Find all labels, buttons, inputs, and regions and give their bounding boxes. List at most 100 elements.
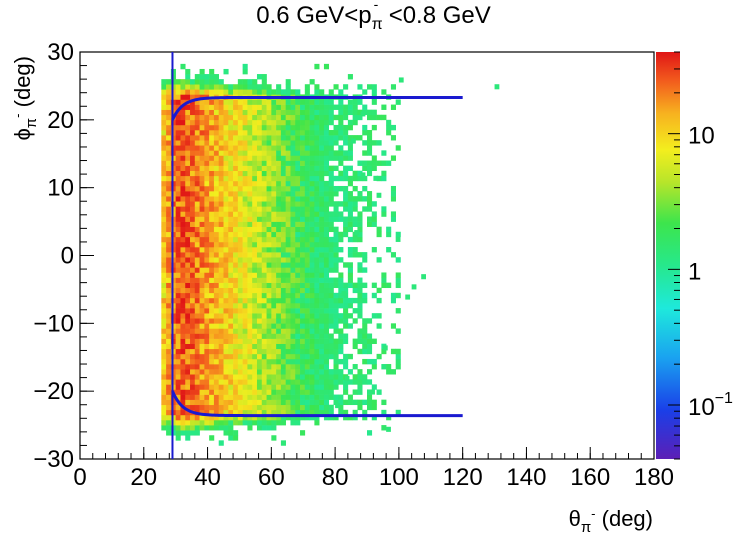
heatmap-bin <box>304 236 310 243</box>
heatmap-bin <box>295 135 301 141</box>
heatmap-bin <box>357 267 363 273</box>
heatmap-bin <box>390 185 396 192</box>
heatmap-bin <box>213 425 220 431</box>
heatmap-bin <box>290 252 296 258</box>
heatmap-bin <box>309 119 315 126</box>
heatmap-bin <box>247 99 253 105</box>
heatmap-bin <box>252 292 258 299</box>
heatmap-bin <box>343 409 349 416</box>
heatmap-bin <box>357 231 363 238</box>
heatmap-bin <box>261 297 267 304</box>
heatmap-bin <box>256 425 263 431</box>
heatmap-bin <box>180 191 186 197</box>
heatmap-bin <box>204 277 210 283</box>
heatmap-bin <box>323 170 330 177</box>
heatmap-bin <box>185 318 191 324</box>
heatmap-bin <box>362 185 368 192</box>
heatmap-bin <box>347 74 353 80</box>
heatmap-bin <box>285 206 291 212</box>
heatmap-bin <box>285 114 291 121</box>
heatmap-bin <box>261 384 267 390</box>
heatmap-bin <box>256 150 263 156</box>
heatmap-bin <box>290 216 296 222</box>
heatmap-bin <box>252 221 258 227</box>
heatmap-bin <box>237 160 243 166</box>
heatmap-bin <box>367 404 373 411</box>
heatmap-bin <box>367 135 373 141</box>
heatmap-bin <box>367 338 373 344</box>
heatmap-bin <box>351 138 356 144</box>
heatmap-bin <box>304 140 310 146</box>
heatmap-bin <box>247 420 253 426</box>
heatmap-bin <box>180 119 186 126</box>
heatmap-bin <box>199 379 205 385</box>
heatmap-bin <box>242 84 248 90</box>
heatmap-bin <box>237 99 243 105</box>
heatmap-bin <box>175 384 181 390</box>
heatmap-bin <box>347 277 353 283</box>
heatmap-bin <box>237 308 243 314</box>
heatmap-bin <box>194 272 200 278</box>
heatmap-bin <box>185 369 191 375</box>
heatmap-bin <box>266 257 272 263</box>
heatmap-bin <box>237 409 243 416</box>
heatmap-bin <box>323 308 330 314</box>
heatmap-bin <box>319 175 325 182</box>
heatmap-bin <box>180 221 186 227</box>
heatmap-bin <box>223 262 229 268</box>
heatmap-bin <box>314 175 320 182</box>
heatmap-bin <box>266 135 272 141</box>
heatmap-bin <box>367 109 373 116</box>
heatmap-bin <box>343 201 349 207</box>
heatmap-bin <box>276 292 282 299</box>
heatmap-bin <box>256 104 263 110</box>
heatmap-bin <box>242 323 248 329</box>
heatmap-bin <box>175 94 181 100</box>
heatmap-bin <box>233 104 239 110</box>
heatmap-bin <box>166 297 172 304</box>
heatmap-bin <box>266 364 272 370</box>
heatmap-bin <box>376 192 382 198</box>
heatmap-bin <box>161 160 167 166</box>
heatmap-bin <box>233 409 239 416</box>
heatmap-bin <box>338 292 344 299</box>
heatmap-bin <box>343 318 349 324</box>
heatmap-bin <box>247 216 253 222</box>
heatmap-bin <box>218 114 224 121</box>
heatmap-bin <box>338 175 344 182</box>
heatmap-bin <box>256 338 263 344</box>
heatmap-bin <box>276 328 282 334</box>
heatmap-bin <box>309 79 315 85</box>
heatmap-bin <box>190 84 196 90</box>
heatmap-bin <box>194 333 200 339</box>
heatmap-bin <box>199 374 205 380</box>
heatmap-bin <box>323 328 330 334</box>
heatmap-bin <box>309 358 315 365</box>
heatmap-bin <box>218 287 224 294</box>
heatmap-bin <box>304 124 310 131</box>
heatmap-bin <box>271 247 277 253</box>
heatmap-bin <box>209 338 215 344</box>
heatmap-bin <box>204 135 210 141</box>
heatmap-bin <box>343 170 349 177</box>
heatmap-bin <box>218 308 224 314</box>
heatmap-bin <box>199 277 205 283</box>
heatmap-bin <box>233 420 239 426</box>
heatmap-bin <box>295 216 301 222</box>
heatmap-bin <box>304 170 310 177</box>
heatmap-bin <box>194 140 200 146</box>
heatmap-bin <box>213 185 220 192</box>
heatmap-bin <box>199 79 205 85</box>
heatmap-bin <box>319 231 325 238</box>
heatmap-bin <box>319 124 325 131</box>
heatmap-bin <box>319 140 325 146</box>
heatmap-bin <box>209 109 215 116</box>
heatmap-bin <box>223 348 229 355</box>
heatmap-bin <box>276 262 282 268</box>
heatmap-bin <box>338 338 344 344</box>
heatmap-bin <box>199 104 205 110</box>
heatmap-bin <box>223 99 229 105</box>
heatmap-bin <box>204 119 210 126</box>
heatmap-bin <box>194 226 200 233</box>
heatmap-bin <box>276 409 282 416</box>
